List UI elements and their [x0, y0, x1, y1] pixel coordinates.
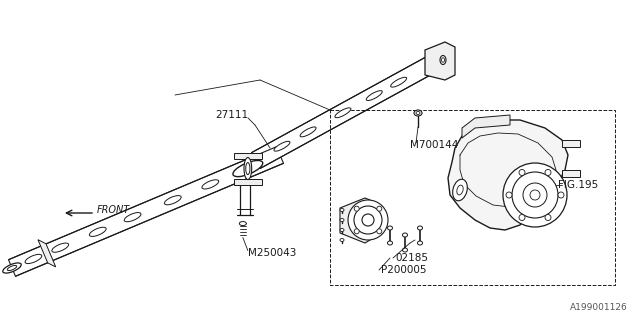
Polygon shape: [562, 140, 580, 147]
Ellipse shape: [202, 180, 219, 189]
Polygon shape: [252, 57, 435, 168]
Ellipse shape: [403, 233, 408, 237]
Circle shape: [545, 170, 551, 175]
Ellipse shape: [25, 254, 42, 264]
Ellipse shape: [90, 227, 106, 236]
Ellipse shape: [335, 108, 351, 118]
Ellipse shape: [417, 226, 422, 230]
Circle shape: [354, 206, 359, 211]
Text: 27111: 27111: [215, 110, 248, 120]
Ellipse shape: [239, 221, 246, 226]
Ellipse shape: [390, 77, 406, 87]
Polygon shape: [562, 170, 580, 177]
Ellipse shape: [452, 179, 467, 201]
Circle shape: [519, 214, 525, 220]
Text: FRONT: FRONT: [97, 205, 131, 215]
Ellipse shape: [164, 196, 181, 205]
Polygon shape: [448, 120, 568, 230]
Ellipse shape: [387, 241, 392, 245]
Circle shape: [377, 229, 382, 234]
Ellipse shape: [442, 58, 445, 62]
Ellipse shape: [233, 161, 263, 177]
Ellipse shape: [124, 212, 141, 222]
Circle shape: [512, 172, 558, 218]
Ellipse shape: [340, 238, 344, 242]
Polygon shape: [38, 240, 56, 267]
Circle shape: [558, 192, 564, 198]
Ellipse shape: [366, 91, 382, 100]
Ellipse shape: [246, 163, 250, 175]
Ellipse shape: [244, 157, 252, 180]
Text: FIG.195: FIG.195: [558, 180, 598, 190]
Text: 02185: 02185: [395, 253, 428, 263]
Ellipse shape: [340, 228, 344, 231]
Circle shape: [519, 170, 525, 175]
Ellipse shape: [416, 111, 420, 115]
Ellipse shape: [414, 110, 422, 116]
Circle shape: [362, 214, 374, 226]
Circle shape: [348, 200, 388, 240]
Circle shape: [530, 190, 540, 200]
Polygon shape: [425, 42, 455, 80]
Ellipse shape: [457, 185, 463, 195]
Ellipse shape: [300, 127, 316, 137]
Polygon shape: [234, 153, 262, 158]
Ellipse shape: [274, 141, 290, 151]
Ellipse shape: [440, 55, 446, 65]
Polygon shape: [462, 115, 510, 138]
Text: A199001126: A199001126: [570, 303, 628, 312]
Circle shape: [354, 229, 359, 234]
Polygon shape: [8, 147, 284, 276]
Polygon shape: [340, 198, 370, 243]
Ellipse shape: [340, 219, 344, 221]
Ellipse shape: [417, 241, 422, 245]
Text: P200005: P200005: [381, 265, 426, 275]
Circle shape: [506, 192, 512, 198]
Text: M250043: M250043: [248, 248, 296, 258]
Circle shape: [503, 163, 567, 227]
Circle shape: [377, 206, 382, 211]
Ellipse shape: [8, 266, 17, 270]
Circle shape: [354, 206, 382, 234]
Circle shape: [545, 214, 551, 220]
Text: M700144: M700144: [410, 140, 458, 150]
Ellipse shape: [3, 263, 21, 273]
Circle shape: [523, 183, 547, 207]
Ellipse shape: [387, 226, 392, 230]
Ellipse shape: [403, 248, 408, 252]
Polygon shape: [234, 179, 262, 185]
Ellipse shape: [340, 209, 344, 212]
Ellipse shape: [52, 243, 68, 252]
